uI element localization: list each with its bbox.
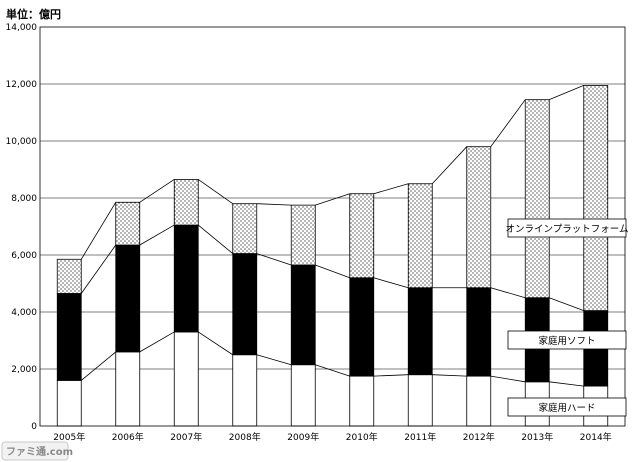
x-tick-label: 2012年	[463, 431, 495, 443]
bar-segment	[583, 85, 609, 311]
series-connector-line	[256, 203, 292, 206]
y-tick-label: 0	[31, 422, 37, 432]
y-tick-label: 4,000	[11, 308, 37, 318]
series-connector-line	[80, 244, 117, 294]
bar-segment	[173, 331, 199, 427]
x-tick-label: 2014年	[580, 431, 612, 443]
x-tick-label: 2011年	[404, 431, 436, 443]
bar-segment	[407, 287, 433, 376]
bar-segment	[232, 203, 258, 254]
bar-segment	[290, 264, 316, 366]
x-tick-label: 2009年	[287, 431, 319, 443]
bar-segment	[115, 201, 141, 246]
legend-label: 家庭用ソフト	[538, 335, 595, 347]
series-connector-line	[549, 297, 584, 311]
bar-segment	[466, 375, 492, 427]
bar-segment	[173, 224, 199, 333]
svg-text:ファミ通.com: ファミ通.com	[6, 446, 73, 458]
legend-label: オンラインプラットフォーム	[506, 224, 629, 235]
x-tick-label: 2006年	[112, 431, 144, 443]
bar-segment	[56, 379, 82, 427]
series-connector-line	[80, 351, 117, 381]
series-connector-line	[549, 381, 584, 387]
series-connector-line	[256, 354, 292, 366]
bar-segment	[349, 375, 375, 427]
y-tick-label: 2,000	[11, 365, 37, 375]
series-connector-line	[373, 183, 409, 195]
legend-label: 家庭用ハード	[538, 402, 595, 414]
series-connector-line	[139, 331, 175, 353]
series-connector-line	[198, 179, 233, 205]
series-connector-line	[197, 224, 234, 254]
bar-segment	[466, 146, 492, 289]
legend-box	[507, 218, 627, 238]
series-connector-line	[139, 179, 175, 203]
series-connector-line	[490, 99, 526, 147]
bar-segment	[232, 354, 258, 427]
series-connector-line	[490, 375, 526, 383]
series-connector-line	[256, 253, 292, 266]
bar-segment	[115, 351, 141, 427]
legend-box	[507, 330, 627, 350]
x-tick-label: 2013年	[521, 431, 553, 443]
y-tick-label: 12,000	[6, 80, 38, 90]
series-connector-line	[315, 193, 350, 206]
series-connector-line	[315, 364, 350, 377]
series-connector-line	[490, 287, 526, 299]
y-tick-label: 14,000	[6, 23, 38, 33]
bar-segment	[524, 99, 550, 299]
bar-segment	[115, 244, 141, 353]
series-connector-line	[315, 264, 350, 279]
y-tick-label: 8,000	[11, 194, 37, 204]
bar-segment	[290, 204, 316, 266]
series-connector-line	[549, 85, 584, 101]
series-connector-line	[373, 374, 409, 377]
bar-segment	[173, 179, 199, 226]
bar-segment	[349, 277, 375, 377]
bar-segment	[349, 193, 375, 279]
series-connector-line	[431, 146, 468, 185]
series-connector-line	[80, 202, 117, 260]
x-tick-label: 2010年	[346, 431, 378, 443]
y-tick-label: 10,000	[6, 137, 38, 147]
bar-segment	[56, 293, 82, 381]
bar-segment	[290, 364, 316, 427]
series-connector-line	[373, 277, 409, 289]
bar-segment	[407, 183, 433, 289]
series-connector-line	[139, 224, 175, 246]
watermark-logo: ファミ通.com	[1, 441, 73, 461]
series-connector-line	[432, 374, 467, 377]
bar-segment	[407, 374, 433, 427]
unit-label: 単位：億円	[6, 8, 61, 21]
bar-segment	[466, 287, 492, 377]
x-tick-label: 2005年	[53, 431, 85, 443]
series-connector-line	[198, 331, 233, 356]
bar-segment	[56, 258, 82, 294]
y-tick-label: 6,000	[11, 251, 37, 261]
bar-segment	[232, 253, 258, 356]
x-tick-label: 2007年	[170, 431, 202, 443]
x-tick-label: 2008年	[229, 431, 261, 443]
legend-box	[507, 397, 627, 417]
